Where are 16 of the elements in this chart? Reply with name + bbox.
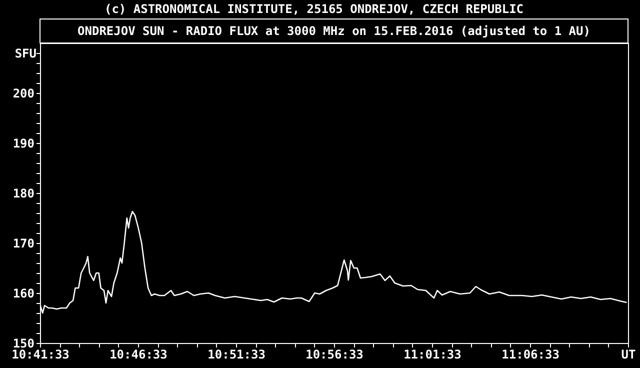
x-tick-label: UT bbox=[621, 348, 636, 362]
y-tick-label: 190 bbox=[12, 136, 34, 150]
y-tick-label: 150 bbox=[12, 336, 34, 350]
y-axis-title: SFU bbox=[14, 46, 36, 60]
y-tick-label: 200 bbox=[12, 86, 34, 100]
x-tick-label: 10:41:33 bbox=[12, 348, 70, 362]
y-tick-label: 180 bbox=[12, 186, 34, 200]
x-tick-label: 10:46:33 bbox=[110, 348, 168, 362]
x-tick-label: 11:06:33 bbox=[502, 348, 560, 362]
x-tick-label: 10:56:33 bbox=[306, 348, 364, 362]
text: (c) ASTRONOMICAL INSTITUTE, 25165 ONDREJOV, CZECH REPUBLIC bbox=[104, 2, 524, 16]
chart-title: ONDREJOV SUN - RADIO FLUX at 3000 MHz on 15.FEB.2016 (adjusted to 1 AU) bbox=[78, 24, 590, 38]
x-tick-label: 10:51:33 bbox=[208, 348, 266, 362]
y-tick-label: 170 bbox=[12, 236, 34, 250]
x-tick-label: 11:01:33 bbox=[404, 348, 462, 362]
y-tick-label: 160 bbox=[12, 286, 34, 300]
